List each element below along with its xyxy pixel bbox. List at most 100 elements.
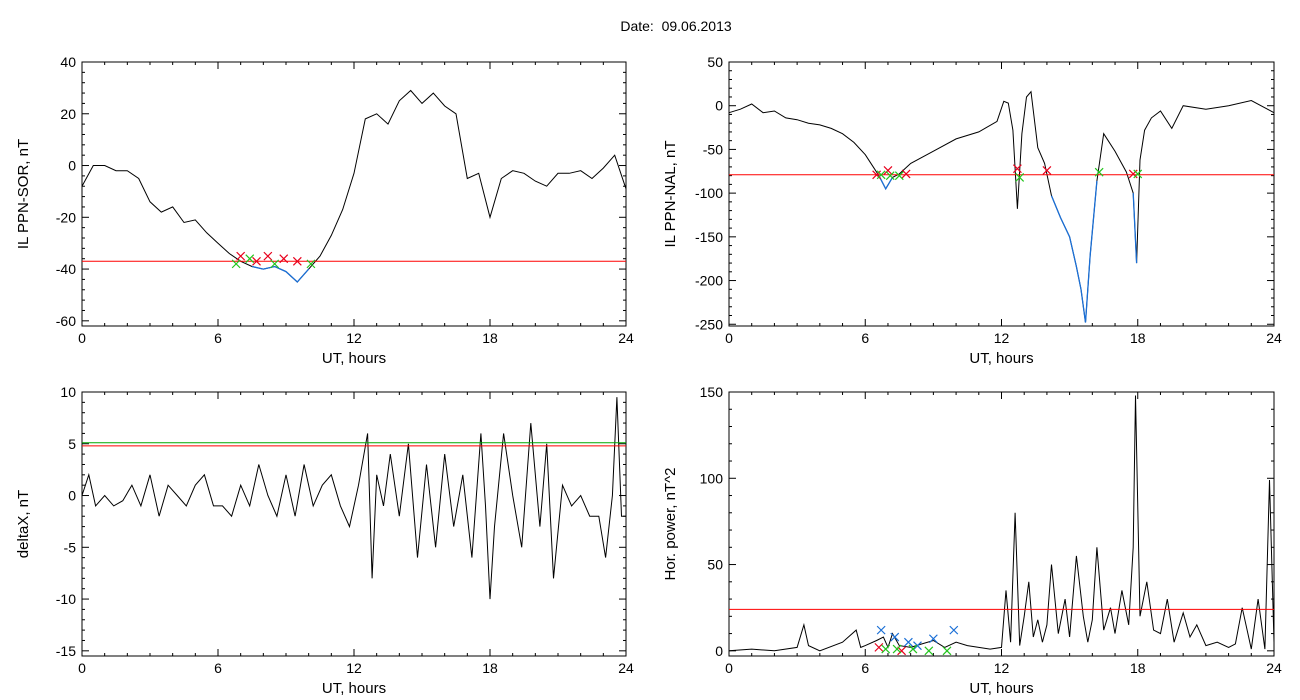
date-title: Date: 09.06.2013 (0, 18, 1300, 34)
marker-green (270, 259, 280, 269)
y-tick-label: -10 (56, 591, 76, 607)
y-tick-label: 50 (707, 557, 723, 573)
marker-blue (876, 625, 886, 635)
y-tick-label: 20 (60, 106, 76, 122)
marker-red (279, 254, 289, 264)
x-tick-label: 24 (618, 660, 634, 676)
y-axis-title: IL PPN-SOR, nT (15, 139, 32, 249)
marker-green (892, 644, 902, 654)
chart-deltax: 0 6 12 18 24 -15 -10 -5 0 5 10 UT, hours deltaX, nT (15, 384, 634, 697)
marker-green (1094, 167, 1104, 177)
y-tick-label: -15 (56, 643, 76, 659)
x-tick-label: 12 (346, 330, 362, 346)
x-tick-label: 24 (1266, 330, 1282, 346)
x-tick-label: 24 (1266, 660, 1282, 676)
x-tick-label: 12 (994, 660, 1010, 676)
x-tick-label: 12 (346, 660, 362, 676)
marker-red (1042, 165, 1052, 175)
marker-red (883, 165, 893, 175)
x-tick-label: 6 (861, 660, 869, 676)
y-tick-label: 40 (60, 54, 76, 70)
plot-frame (81, 391, 627, 657)
marker-red (897, 646, 907, 656)
y-tick-label: -5 (64, 539, 77, 555)
x-tick-label: 12 (994, 330, 1010, 346)
plot-frame (728, 391, 1275, 657)
y-tick-label: 0 (68, 488, 76, 504)
marker-red (263, 251, 273, 261)
marker-green (942, 646, 952, 656)
marker-green (1015, 172, 1025, 182)
y-tick-label: -250 (695, 316, 723, 332)
y-tick-label: -50 (703, 141, 723, 157)
marker-red (1128, 169, 1138, 179)
date-title-label: Date: (620, 18, 654, 34)
x-tick-label: 0 (725, 660, 733, 676)
marker-red (252, 256, 261, 266)
x-axis-title: UT, hours (969, 680, 1033, 697)
x-tick-label: 18 (1130, 330, 1146, 346)
marker-green (231, 259, 241, 269)
y-tick-label: 50 (707, 54, 723, 70)
series-line (728, 395, 1275, 652)
y-tick-label: 0 (715, 643, 723, 659)
marker-blue (928, 634, 938, 644)
marker-red (292, 256, 302, 266)
date-title-value: 09.06.2013 (661, 18, 732, 34)
x-tick-label: 6 (214, 660, 222, 676)
x-tick-label: 0 (78, 660, 86, 676)
marker-red (874, 642, 884, 652)
chart-nal: 0 6 12 18 24 -250 -200 -150 -100 -50 0 50 UT, hours I… (662, 54, 1282, 367)
y-tick-label: -150 (695, 229, 723, 245)
marker-blue (903, 637, 913, 647)
x-axis-title: UT, hours (969, 350, 1033, 367)
chart-sor: 0 6 12 18 24 -60 -40 -20 0 20 40 UT, hours IL PPN-SO… (15, 54, 634, 367)
y-axis-title: deltaX, nT (15, 490, 32, 558)
y-tick-label: 0 (715, 98, 723, 114)
plot-frame (81, 61, 627, 327)
marker-green (876, 170, 886, 180)
y-tick-label: 5 (68, 436, 76, 452)
y-tick-label: 0 (68, 158, 76, 174)
x-tick-label: 6 (214, 330, 222, 346)
x-tick-label: 6 (861, 330, 869, 346)
y-tick-label: -40 (56, 261, 76, 277)
marker-blue (890, 632, 900, 642)
y-tick-label: 150 (700, 384, 724, 400)
marker-green (924, 646, 934, 656)
x-tick-label: 18 (482, 330, 498, 346)
marker-red (236, 251, 246, 261)
y-tick-label: -200 (695, 273, 723, 289)
plot-frame (728, 61, 1275, 327)
x-tick-label: 0 (725, 330, 733, 346)
marker-blue (949, 625, 959, 635)
y-tick-label: 10 (60, 384, 76, 400)
chart-power: 0 6 12 18 24 0 50 100 150 UT, hours Hor. power, nT… (662, 384, 1282, 697)
marker-green (306, 259, 316, 269)
y-axis-title: Hor. power, nT^2 (662, 468, 679, 581)
marker-blue (913, 641, 922, 651)
x-tick-label: 18 (1130, 660, 1146, 676)
x-tick-label: 24 (618, 330, 634, 346)
marker-red (901, 169, 911, 179)
series-line (81, 89, 627, 283)
y-tick-label: -100 (695, 185, 723, 201)
y-tick-label: -20 (56, 209, 76, 225)
marker-green (881, 644, 891, 654)
x-tick-label: 0 (78, 330, 86, 346)
series-highlight (878, 175, 1138, 323)
series-line (81, 397, 626, 600)
marker-green (245, 254, 255, 264)
y-tick-label: 100 (700, 470, 724, 486)
marker-green (908, 644, 918, 654)
marker-green (894, 171, 904, 181)
x-axis-title: UT, hours (322, 680, 386, 697)
series-highlight (251, 265, 310, 283)
x-axis-title: UT, hours (322, 350, 386, 367)
x-tick-label: 18 (482, 660, 498, 676)
marker-green (885, 171, 895, 181)
y-axis-title: IL PPN-NAL, nT (662, 141, 679, 248)
y-tick-label: -60 (56, 313, 76, 329)
